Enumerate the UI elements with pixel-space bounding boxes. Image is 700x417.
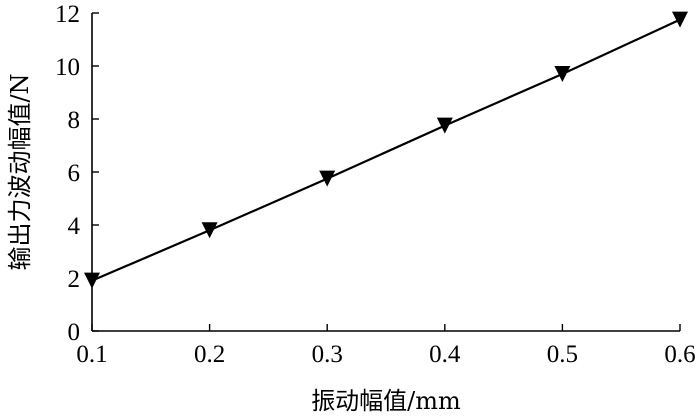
data-point-marker — [319, 170, 336, 187]
y-axis-title: 输出力波动幅值/N — [6, 73, 34, 270]
x-tick-label: 0.5 — [547, 341, 578, 368]
x-tick-label: 0.4 — [429, 341, 461, 368]
series-line — [91, 18, 681, 282]
series-layer — [84, 11, 688, 289]
x-tick-label: 0.6 — [664, 341, 695, 368]
x-axis-title: 振动幅值/mm — [311, 387, 461, 415]
y-tick-label: 8 — [68, 107, 81, 134]
y-tick-label: 4 — [68, 213, 81, 240]
data-point-marker — [554, 65, 571, 82]
x-axis-ticks: 0.1 0.2 0.3 0.4 0.5 0.6 — [76, 324, 696, 368]
y-tick-label: 12 — [55, 1, 80, 28]
y-axis-ticks: 0 2 4 6 8 10 12 — [55, 1, 99, 346]
y-tick-label: 2 — [68, 266, 81, 293]
x-tick-label: 0.1 — [76, 341, 107, 368]
x-tick-label: 0.3 — [312, 341, 343, 368]
data-point-marker — [672, 11, 688, 28]
y-tick-label: 10 — [55, 54, 80, 81]
data-point-marker — [436, 117, 453, 134]
y-tick-label: 0 — [68, 319, 81, 346]
data-point-marker — [201, 222, 218, 239]
y-tick-label: 6 — [68, 160, 81, 187]
data-point-marker — [84, 272, 100, 289]
x-tick-label: 0.2 — [194, 341, 225, 368]
